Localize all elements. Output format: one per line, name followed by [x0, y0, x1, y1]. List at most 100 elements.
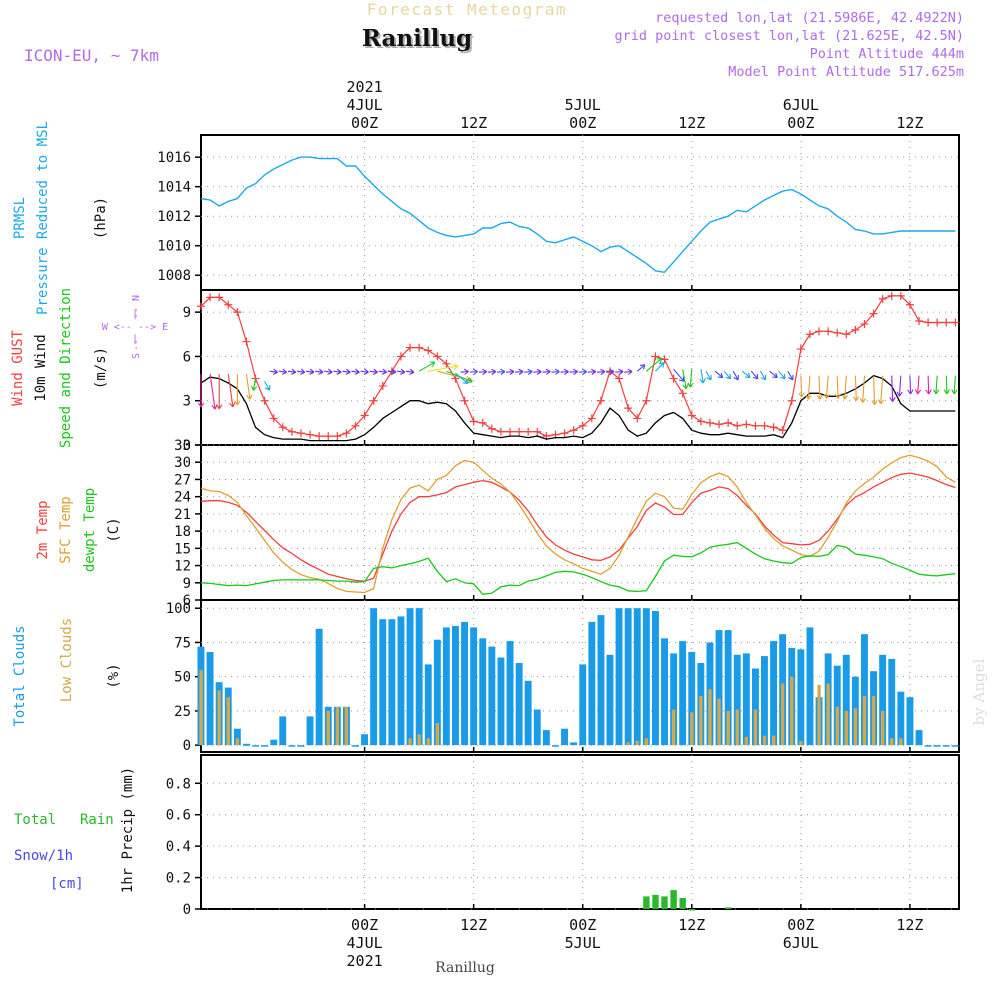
total-cloud-bar	[361, 734, 368, 746]
top-time-label: 5JUL	[565, 96, 601, 114]
low-cloud-bar	[435, 723, 439, 746]
wind-direction-arrow	[699, 369, 706, 384]
low-cloud-bar	[235, 738, 239, 746]
total-label: Total	[14, 812, 56, 828]
wind-direction-arrow	[841, 375, 849, 400]
gust-point-marker	[787, 396, 796, 405]
y-tick-label: 1014	[157, 180, 191, 196]
wind-direction-arrow	[216, 374, 223, 410]
gust-point-marker	[824, 327, 833, 336]
low-cloud-bar	[744, 736, 748, 746]
top-time-label: 6JUL	[783, 96, 819, 114]
y-tick-label: 18	[174, 524, 191, 540]
total-cloud-bar	[842, 654, 850, 746]
total-cloud-bar	[379, 619, 387, 746]
total-cloud-bar	[797, 649, 805, 746]
total-cloud-bar	[252, 745, 259, 747]
gust-point-marker	[506, 427, 515, 436]
total-cloud-bar	[406, 608, 414, 746]
total-cloud-bar	[770, 641, 777, 746]
wind-10m-label: 10m Wind	[33, 334, 49, 401]
y-tick-label: 6	[183, 349, 191, 365]
total-cloud-bar	[515, 663, 523, 746]
low-cloud-bar	[708, 689, 712, 746]
gust-point-marker	[869, 309, 878, 318]
y-tick-label: 0.8	[166, 776, 191, 792]
total-cloud-bar	[642, 608, 650, 746]
wind-direction-arrow	[342, 368, 351, 375]
gust-point-marker	[487, 424, 496, 433]
top-time-label: 00Z	[569, 114, 596, 132]
wind-direction-arrow	[925, 375, 932, 395]
rain-bar	[643, 896, 650, 909]
gust-point-marker	[942, 318, 951, 327]
wind-direction-arrow	[951, 375, 958, 395]
gust-point-marker	[369, 396, 378, 405]
y-tick-label: 1012	[157, 209, 191, 225]
y-tick-label: 0.4	[166, 839, 191, 855]
wind-direction-arrow	[269, 368, 278, 375]
wind-direction-arrow	[197, 374, 205, 408]
low-cloud-bar	[417, 734, 421, 746]
low-cloud-bar	[781, 683, 785, 746]
rain-label: Rain	[80, 812, 114, 828]
y-tick-label: 1010	[157, 239, 191, 255]
gust-point-marker	[415, 343, 424, 352]
total-cloud-bar	[906, 697, 914, 746]
gust-point-marker	[342, 429, 351, 438]
total-cloud-bar	[761, 656, 768, 746]
credit-watermark: by Angel	[970, 658, 988, 725]
wind-direction-arrow	[387, 368, 397, 375]
wind-direction-arrow	[460, 368, 469, 375]
y-tick-label: 27	[174, 472, 191, 488]
station-title-shadow: Ranillug	[364, 27, 474, 54]
gust-point-marker	[233, 308, 242, 317]
low-cloud-bar	[644, 738, 648, 746]
wind-direction-arrow	[682, 369, 689, 390]
top-time-label: 00Z	[787, 114, 814, 132]
low-cloud-bar	[635, 741, 639, 746]
gust-point-marker	[433, 352, 442, 361]
low-cloud-bar	[799, 741, 803, 746]
gust-point-marker	[296, 429, 305, 438]
wind-direction-arrow	[469, 368, 478, 375]
compass-north-dash: --	[131, 307, 142, 319]
gust-point-marker	[460, 396, 469, 405]
rain-bar	[652, 894, 659, 909]
gust-point-marker	[951, 318, 960, 327]
wind-direction-arrow	[871, 375, 878, 406]
y-tick-label: 24	[174, 490, 191, 506]
gust-point-marker	[406, 343, 415, 352]
total-cloud-bar	[933, 745, 941, 747]
gust-point-marker	[733, 421, 742, 430]
gust-point-marker	[842, 330, 851, 339]
snow-unit: [cm]	[50, 876, 84, 892]
total-cloud-bar	[652, 611, 659, 746]
total-cloud-bar	[442, 627, 450, 746]
gust-point-marker	[324, 432, 333, 441]
y-tick-label: 0	[183, 438, 191, 454]
wind-direction-arrow	[487, 368, 497, 375]
compass-north-bar: |	[132, 309, 138, 320]
series-temp2m-line	[200, 472, 956, 582]
total-cloud-bar	[533, 709, 541, 746]
low-cloud-bar	[426, 738, 430, 746]
gust-point-marker	[696, 417, 705, 426]
total-cloud-bar	[552, 745, 559, 747]
low-cloud-bar	[690, 712, 694, 746]
series-sfc-temp-line	[200, 454, 956, 594]
bottom-time-label: 00Z	[351, 916, 378, 934]
wind-direction-arrow	[655, 362, 665, 372]
low-cloud-bar	[408, 738, 412, 746]
total-cloud-bar	[570, 742, 578, 746]
y-tick-label: 6	[183, 593, 191, 609]
low-cloud-bar	[862, 695, 867, 746]
rain-bar	[679, 898, 686, 909]
wind-direction-arrow	[769, 370, 778, 379]
gust-point-marker	[587, 414, 596, 423]
panel-frame-temp	[200, 444, 960, 601]
low-cloud-bar	[199, 669, 203, 746]
wind-direction-arrow	[889, 375, 896, 402]
bottom-time-label: 12Z	[460, 916, 487, 934]
wind-direction-arrow	[805, 375, 812, 400]
